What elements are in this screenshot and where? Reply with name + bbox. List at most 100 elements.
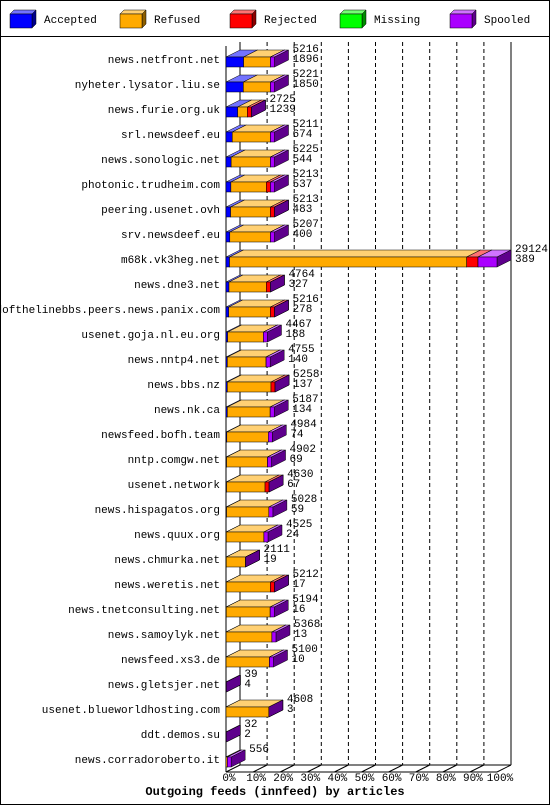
bar-front — [225, 656, 270, 668]
bar-front — [263, 531, 269, 543]
total-label: 5211 — [293, 119, 320, 131]
accepted-label: 1850 — [293, 79, 319, 91]
swatch-front — [339, 13, 363, 29]
accepted-label: 10 — [292, 654, 305, 666]
accepted-label: 24 — [286, 529, 300, 541]
bar-segment — [268, 499, 288, 518]
x-tick-label: 20% — [273, 773, 293, 785]
bar-front — [225, 206, 231, 218]
x-tick-label: 70% — [409, 773, 429, 785]
total-label: 5258 — [293, 369, 319, 381]
accepted-label: 2 — [244, 729, 251, 741]
total-label: 5368 — [294, 619, 320, 631]
accepted-label: 4 — [244, 679, 251, 691]
total-label: 5225 — [293, 144, 319, 156]
bar-segment — [245, 549, 260, 568]
total-label: 4755 — [288, 344, 314, 356]
total-label: 5187 — [292, 394, 318, 406]
legend-swatch — [119, 9, 147, 29]
bar-front — [227, 331, 264, 343]
total-label: 5212 — [293, 569, 319, 581]
bar-front — [243, 81, 271, 93]
y-tick-label: news.netfront.net — [108, 55, 220, 67]
total-label: 2725 — [269, 94, 295, 106]
swatch-top — [229, 9, 257, 15]
bar-front — [225, 106, 238, 118]
bar-front — [227, 406, 271, 418]
bar-segment — [270, 49, 289, 68]
accepted-label: 483 — [293, 204, 313, 216]
bar-front — [270, 156, 275, 168]
bar-front — [466, 256, 479, 268]
y-tick-label: news.bbs.nz — [147, 380, 220, 392]
bar-segment — [251, 99, 266, 118]
bar-segment — [269, 399, 289, 418]
bar-front — [226, 481, 266, 493]
accepted-label: 674 — [293, 129, 313, 141]
legend-label: Refused — [154, 15, 200, 27]
y-tick-label: srv.newsdeef.eu — [121, 230, 220, 242]
total-label: 5221 — [293, 69, 320, 81]
accepted-label: 13 — [294, 629, 307, 641]
bar-side — [226, 724, 241, 743]
legend-swatch — [9, 9, 37, 29]
y-tick-label: nntp.comgw.net — [128, 455, 220, 467]
x-tick-label: 90% — [463, 773, 483, 785]
accepted-label: 16 — [292, 604, 305, 616]
tick-mark — [279, 764, 295, 773]
bar-front — [270, 181, 275, 193]
swatch-top — [119, 9, 147, 15]
bar-front — [270, 306, 275, 318]
bar-segment — [269, 649, 288, 668]
bar-segment — [226, 674, 241, 693]
bar-segment — [271, 624, 291, 643]
accepted-label: 327 — [288, 279, 308, 291]
total-label: 29124 — [515, 244, 548, 256]
accepted-label: 278 — [293, 304, 313, 316]
bar-segment — [227, 749, 246, 768]
bar-front — [265, 356, 271, 368]
x-tick-label: 100% — [487, 773, 514, 785]
y-tick-label: newsfeed.xs3.de — [121, 655, 220, 667]
bar-front — [271, 631, 277, 643]
bar-front — [225, 281, 230, 293]
tick-mark — [469, 764, 485, 773]
y-tick-label: news.nntp4.net — [128, 355, 220, 367]
bar-side — [270, 274, 285, 293]
y-tick-label: usenet.network — [128, 480, 221, 492]
y-tick-label: photonic.trudheim.com — [81, 180, 220, 192]
y-tick-label: news.sonologic.net — [101, 155, 220, 167]
tick-mark — [496, 764, 512, 773]
x-tick-label: 50% — [355, 773, 375, 785]
bar-front — [263, 331, 268, 343]
total-label: 4902 — [290, 444, 316, 456]
bar-front — [270, 231, 275, 243]
accepted-label: 69 — [290, 454, 303, 466]
accepted-label: 19 — [264, 554, 277, 566]
bar-front — [230, 206, 271, 218]
swatch-top — [9, 9, 37, 15]
total-label: 5216 — [293, 44, 319, 56]
x-tick-label: 0% — [222, 773, 236, 785]
bar-segment — [268, 699, 284, 718]
total-label: 4764 — [288, 269, 315, 281]
bar-front — [226, 606, 271, 618]
accepted-label: 134 — [292, 404, 312, 416]
total-label: 5216 — [293, 294, 319, 306]
bar-segment — [477, 249, 512, 268]
bar-front — [226, 531, 265, 543]
legend-label: Accepted — [44, 15, 97, 27]
bar-segment — [270, 274, 285, 293]
bar-front — [225, 306, 229, 318]
bar-front — [229, 231, 271, 243]
bar-segment — [270, 224, 289, 243]
bar-front — [225, 256, 230, 268]
bar-segment — [270, 74, 289, 93]
total-label: 2111 — [264, 544, 291, 556]
bar-front — [270, 381, 276, 393]
y-tick-label: news.samoylyk.net — [108, 630, 220, 642]
bar-front — [231, 131, 271, 143]
bar-front — [247, 106, 252, 118]
bar-front — [225, 631, 273, 643]
bar-side — [274, 374, 290, 393]
